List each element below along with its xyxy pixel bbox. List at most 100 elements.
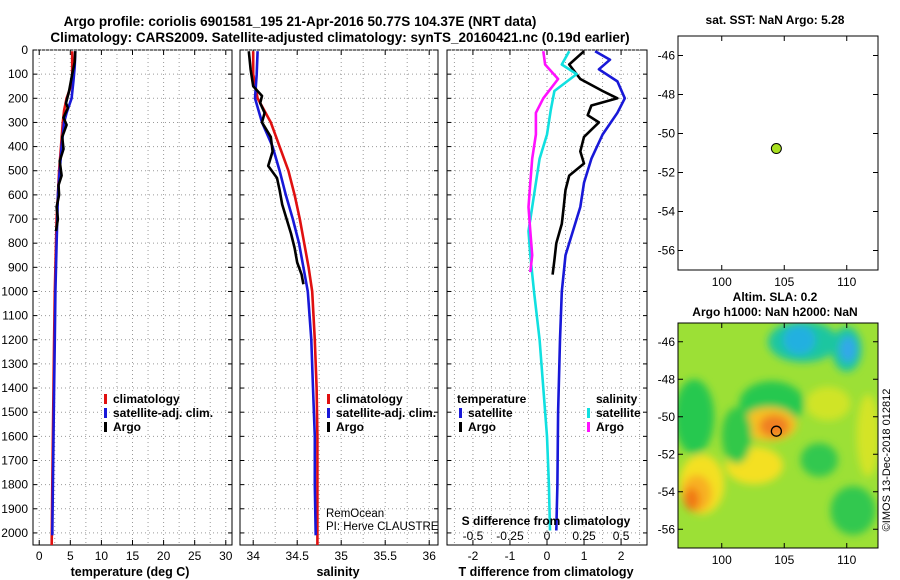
map-y-tick-label: -52 (658, 447, 676, 461)
depth-tick-label: 100 (8, 67, 28, 81)
x-tick-label: 2 (618, 549, 625, 563)
series-line-satellite-salinity- (527, 50, 578, 531)
depth-tick-label: 500 (8, 164, 28, 178)
legend-label-climatology: climatology (113, 392, 180, 406)
x-tick-label: 20 (157, 549, 171, 563)
depth-tick-label: 1400 (1, 381, 28, 395)
difference-profile-panel: -2 -1 0 1 2 -0.5 -0.25 0 0.25 0.5 (446, 49, 648, 563)
x2-tick-label: -0.5 (463, 529, 484, 543)
legend-swatch-t-argo (459, 422, 462, 432)
depth-tick-label: 1100 (2, 309, 28, 323)
x-tick-label: 30 (219, 549, 233, 563)
series-line-argo (54, 51, 77, 232)
x-tick-label: 34 (247, 549, 261, 563)
x-tick-label: -1 (505, 549, 516, 563)
depth-axis: 0 100 200 300 400 500 600 700 800 900 1000 1100 1200… (1, 43, 28, 540)
legend-label-satellite: satellite-adj. clim. (336, 406, 436, 420)
legend-label-s-argo: Argo (596, 420, 624, 434)
legend-label-satellite: satellite-adj. clim. (113, 406, 213, 420)
temperature-legend: climatology satellite-adj. clim. Argo (104, 392, 213, 434)
legend-title-temperature: temperature (457, 392, 527, 406)
sla-map: 100 105 110 -46 -48 -50 -52 -54 -56 (658, 322, 879, 567)
sla-anomaly-blob (856, 394, 878, 477)
figure-title-line2: Climatology: CARS2009. Satellite-adjuste… (50, 30, 629, 45)
series-line-argo-temperature- (551, 50, 619, 275)
map-y-tick-label: -54 (658, 205, 676, 219)
depth-tick-label: 700 (8, 212, 28, 226)
x-tick-label: 35.5 (374, 549, 398, 563)
depth-tick-label: 2000 (1, 526, 28, 540)
sst-map-title: sat. SST: NaN Argo: 5.28 (706, 13, 845, 27)
map-y-tick-label: -48 (658, 88, 676, 102)
sla-field (678, 323, 878, 548)
sla-anomaly-blob (805, 386, 851, 421)
map-y-tick-label: -50 (658, 410, 676, 424)
sla-anomaly-blob (830, 486, 876, 535)
x2-tick-label: 0 (544, 529, 551, 543)
map-y-tick-label: -50 (658, 127, 676, 141)
x-tick-label: 34.5 (286, 549, 310, 563)
x-tick-label: 36 (423, 549, 437, 563)
depth-tick-label: 1600 (1, 429, 28, 443)
difference-x-label: T difference from climatology (458, 565, 633, 579)
sla-anomaly-blob (721, 407, 752, 464)
depth-tick-label: 400 (8, 140, 28, 154)
s-difference-axis-label: S difference from climatology (462, 514, 631, 528)
salinity-legend: climatology satellite-adj. clim. Argo (327, 392, 436, 434)
depth-tick-label: 600 (8, 188, 28, 202)
x2-tick-label: 0.25 (572, 529, 596, 543)
temperature-x-label: temperature (deg C) (71, 565, 190, 579)
sst-map: 100 105 110 -46 -48 -50 -52 -54 -56 (658, 35, 879, 289)
legend-swatch-argo (327, 422, 330, 432)
legend-label-argo: Argo (113, 420, 141, 434)
series-line-argo-salinity- (527, 51, 560, 273)
difference-legend: temperature satellite Argo salinity sate… (457, 392, 641, 434)
map-y-tick-label: -46 (658, 49, 676, 63)
imos-credit: ©IMOS 13-Dec-2018 012812 (881, 389, 893, 532)
figure-title-line1: Argo profile: coriolis 6901581_195 21-Ap… (64, 14, 537, 29)
sla-anomaly-blob (684, 488, 700, 511)
salinity-x-label: salinity (316, 565, 359, 579)
x2-tick-label: -0.25 (496, 529, 524, 543)
legend-label-t-argo: Argo (468, 420, 496, 434)
depth-tick-label: 1200 (1, 333, 28, 347)
map-y-tick-label: -54 (658, 485, 676, 499)
legend-swatch-argo (104, 422, 107, 432)
sla-anomaly-blob (783, 324, 816, 355)
x-tick-label: 0 (544, 549, 551, 563)
legend-title-salinity: salinity (596, 392, 638, 406)
legend-label-s-satellite: satellite (596, 406, 641, 420)
x-tick-label: 0 (36, 549, 43, 563)
argo-location-point (770, 143, 782, 155)
map-y-tick-label: -52 (658, 166, 676, 180)
depth-tick-label: 200 (8, 91, 28, 105)
sla-anomaly-blob (800, 443, 838, 477)
depth-tick-label: 800 (8, 236, 28, 250)
map-x-tick-label: 105 (774, 553, 794, 567)
map-x-tick-label: 110 (837, 553, 856, 567)
salinity-profile-panel: 34 34.5 35 35.5 36 (239, 49, 439, 563)
sla-map-title-line1: Altim. SLA: 0.2 (733, 290, 818, 304)
series-line-argo (247, 51, 305, 285)
x-tick-label: -2 (468, 549, 479, 563)
map-y-tick-label: -46 (658, 335, 676, 349)
x-tick-label: 10 (95, 549, 109, 563)
x2-tick-label: 0.5 (613, 529, 630, 543)
depth-tick-label: 900 (8, 260, 28, 274)
legend-swatch-climatology (327, 394, 330, 404)
map-frame (677, 35, 879, 271)
map-x-tick-label: 105 (774, 275, 794, 289)
x-tick-label: 25 (188, 549, 202, 563)
legend-label-argo: Argo (336, 420, 364, 434)
legend-swatch-satellite (104, 408, 107, 418)
map-y-tick-label: -48 (658, 372, 676, 386)
legend-swatch-s-argo (587, 422, 590, 432)
series-line-satellite-adj-clim- (253, 51, 317, 536)
sla-anomaly-blob (678, 379, 715, 455)
sla-anomaly-blob (839, 336, 857, 363)
sla-map-title-line2: Argo h1000: NaN h2000: NaN (692, 305, 857, 319)
legend-swatch-climatology (104, 394, 107, 404)
x-tick-label: 1 (581, 549, 588, 563)
map-y-tick-label: -56 (658, 522, 676, 536)
